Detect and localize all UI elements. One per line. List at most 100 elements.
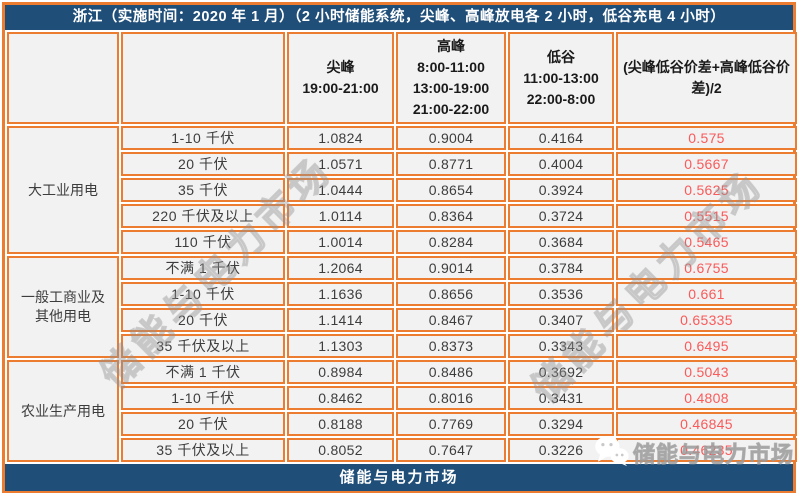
high-time-1: 8:00-11:00 [417, 59, 485, 75]
avg-spread-cell: 0.5515 [616, 204, 797, 228]
avg-spread-cell: 0.46845 [616, 412, 797, 436]
table-row: 1-10 千伏 1.1636 0.8656 0.3536 0.661 [7, 282, 797, 306]
avg-spread-cell: 0.4808 [616, 386, 797, 410]
header-voltage-empty [121, 32, 285, 124]
voltage-level-cell: 20 千伏 [121, 412, 285, 436]
avg-spread-cell: 0.5625 [616, 178, 797, 202]
voltage-level-cell: 110 千伏 [121, 230, 285, 254]
peak-price-cell: 1.0824 [287, 126, 394, 150]
table-title: 浙江（实施时间：2020 年 1 月）（2 小时储能系统，尖峰、高峰放电各 2 … [5, 5, 793, 30]
valley-price-cell: 0.3684 [508, 230, 614, 254]
peak-price-cell: 1.1636 [287, 282, 394, 306]
table-row: 20 千伏 1.1414 0.8467 0.3407 0.65335 [7, 308, 797, 332]
voltage-level-cell: 不满 1 千伏 [121, 256, 285, 280]
voltage-level-cell: 1-10 千伏 [121, 282, 285, 306]
avg-spread-cell: 0.5043 [616, 360, 797, 384]
avg-spread-cell: 0.5465 [616, 230, 797, 254]
category-cell: 一般工商业及 其他用电 [7, 256, 119, 358]
header-high: 高峰 8:00-11:00 13:00-19:00 21:00-22:00 [396, 32, 506, 124]
peak-price-cell: 1.0114 [287, 204, 394, 228]
table-row: 35 千伏及以上 0.8052 0.7647 0.3226 0.46235 [7, 438, 797, 462]
valley-price-cell: 0.3294 [508, 412, 614, 436]
voltage-level-cell: 35 千伏及以上 [121, 438, 285, 462]
peak-price-cell: 0.8052 [287, 438, 394, 462]
high-price-cell: 0.8284 [396, 230, 506, 254]
high-price-cell: 0.7769 [396, 412, 506, 436]
valley-price-cell: 0.3536 [508, 282, 614, 306]
table-row: 110 千伏 1.0014 0.8284 0.3684 0.5465 [7, 230, 797, 254]
table-row: 20 千伏 1.0571 0.8771 0.4004 0.5667 [7, 152, 797, 176]
valley-price-cell: 0.4164 [508, 126, 614, 150]
header-category-empty [7, 32, 119, 124]
valley-price-cell: 0.3724 [508, 204, 614, 228]
high-price-cell: 0.8467 [396, 308, 506, 332]
voltage-level-cell: 20 千伏 [121, 308, 285, 332]
high-price-cell: 0.8656 [396, 282, 506, 306]
high-time-2: 13:00-19:00 [412, 80, 490, 96]
header-row: 尖峰 19:00-21:00 高峰 8:00-11:00 13:00-19:00… [7, 32, 797, 124]
table-row: 一般工商业及 其他用电 不满 1 千伏 1.2064 0.9014 0.3784 0.67… [7, 256, 797, 358]
high-price-cell: 0.8364 [396, 204, 506, 228]
category-cell: 大工业用电 [7, 126, 119, 254]
valley-price-cell: 0.3226 [508, 438, 614, 462]
valley-time-1: 11:00-13:00 [523, 69, 599, 86]
peak-price-cell: 1.0014 [287, 230, 394, 254]
high-price-cell: 0.8486 [396, 360, 506, 384]
high-price-cell: 0.8771 [396, 152, 506, 176]
valley-price-cell: 0.3692 [508, 360, 614, 384]
peak-time: 19:00-21:00 [302, 80, 379, 96]
avg-spread-cell: 0.65335 [616, 308, 797, 332]
peak-price-cell: 0.8188 [287, 412, 394, 436]
peak-price-cell: 0.8462 [287, 386, 394, 410]
pricing-table: 尖峰 19:00-21:00 高峰 8:00-11:00 13:00-19:00… [5, 30, 799, 464]
valley-price-cell: 0.3343 [508, 334, 614, 358]
table-row: 220 千伏及以上 1.0114 0.8364 0.3724 0.5515 [7, 204, 797, 228]
table-row: 20 千伏 0.8188 0.7769 0.3294 0.46845 [7, 412, 797, 436]
valley-price-cell: 0.3431 [508, 386, 614, 410]
avg-spread-cell: 0.6495 [616, 334, 797, 358]
voltage-level-cell: 35 千伏 [121, 178, 285, 202]
table-row: 大工业用电 1-10 千伏 1.0824 0.9004 0.4164 0.575 [7, 126, 797, 254]
peak-price-cell: 1.1414 [287, 308, 394, 332]
valley-price-cell: 0.4004 [508, 152, 614, 176]
table-row: 农业生产用电 不满 1 千伏 0.8984 0.8486 0.3692 0.5043 [7, 360, 797, 462]
valley-price-cell: 0.3784 [508, 256, 614, 280]
valley-price-cell: 0.3924 [508, 178, 614, 202]
avg-spread-cell: 0.5667 [616, 152, 797, 176]
voltage-level-cell: 1-10 千伏 [121, 386, 285, 410]
peak-price-cell: 1.0444 [287, 178, 394, 202]
avg-spread-cell: 0.661 [616, 282, 797, 306]
voltage-level-cell: 20 千伏 [121, 152, 285, 176]
valley-price-cell: 0.3407 [508, 308, 614, 332]
voltage-level-cell: 220 千伏及以上 [121, 204, 285, 228]
peak-price-cell: 0.8984 [287, 360, 394, 384]
category-cell: 农业生产用电 [7, 360, 119, 462]
avg-spread-cell: 0.46235 [616, 438, 797, 462]
voltage-level-cell: 1-10 千伏 [121, 126, 285, 150]
voltage-level-cell: 35 千伏及以上 [121, 334, 285, 358]
high-time-3: 21:00-22:00 [412, 101, 490, 117]
voltage-level-cell: 不满 1 千伏 [121, 360, 285, 384]
high-price-cell: 0.8654 [396, 178, 506, 202]
peak-price-cell: 1.0571 [287, 152, 394, 176]
footer-banner: 储能与电力市场 [5, 464, 793, 491]
high-price-cell: 0.9004 [396, 126, 506, 150]
avg-spread-cell: 0.6755 [616, 256, 797, 280]
high-price-cell: 0.7647 [396, 438, 506, 462]
valley-label: 低谷 [547, 48, 575, 65]
high-price-cell: 0.9014 [396, 256, 506, 280]
avg-spread-cell: 0.575 [616, 126, 797, 150]
table-row: 35 千伏及以上 1.1303 0.8373 0.3343 0.6495 [7, 334, 797, 358]
valley-time-2: 22:00-8:00 [526, 90, 596, 107]
header-spread-formula: (尖峰低谷价差+高峰低谷价差)/2 [616, 32, 797, 124]
table-row: 35 千伏 1.0444 0.8654 0.3924 0.5625 [7, 178, 797, 202]
high-price-cell: 0.8016 [396, 386, 506, 410]
high-label: 高峰 [437, 38, 465, 54]
table-row: 1-10 千伏 0.8462 0.8016 0.3431 0.4808 [7, 386, 797, 410]
peak-price-cell: 1.2064 [287, 256, 394, 280]
header-peak: 尖峰 19:00-21:00 [287, 32, 394, 124]
peak-price-cell: 1.1303 [287, 334, 394, 358]
peak-label: 尖峰 [326, 59, 355, 75]
high-price-cell: 0.8373 [396, 334, 506, 358]
